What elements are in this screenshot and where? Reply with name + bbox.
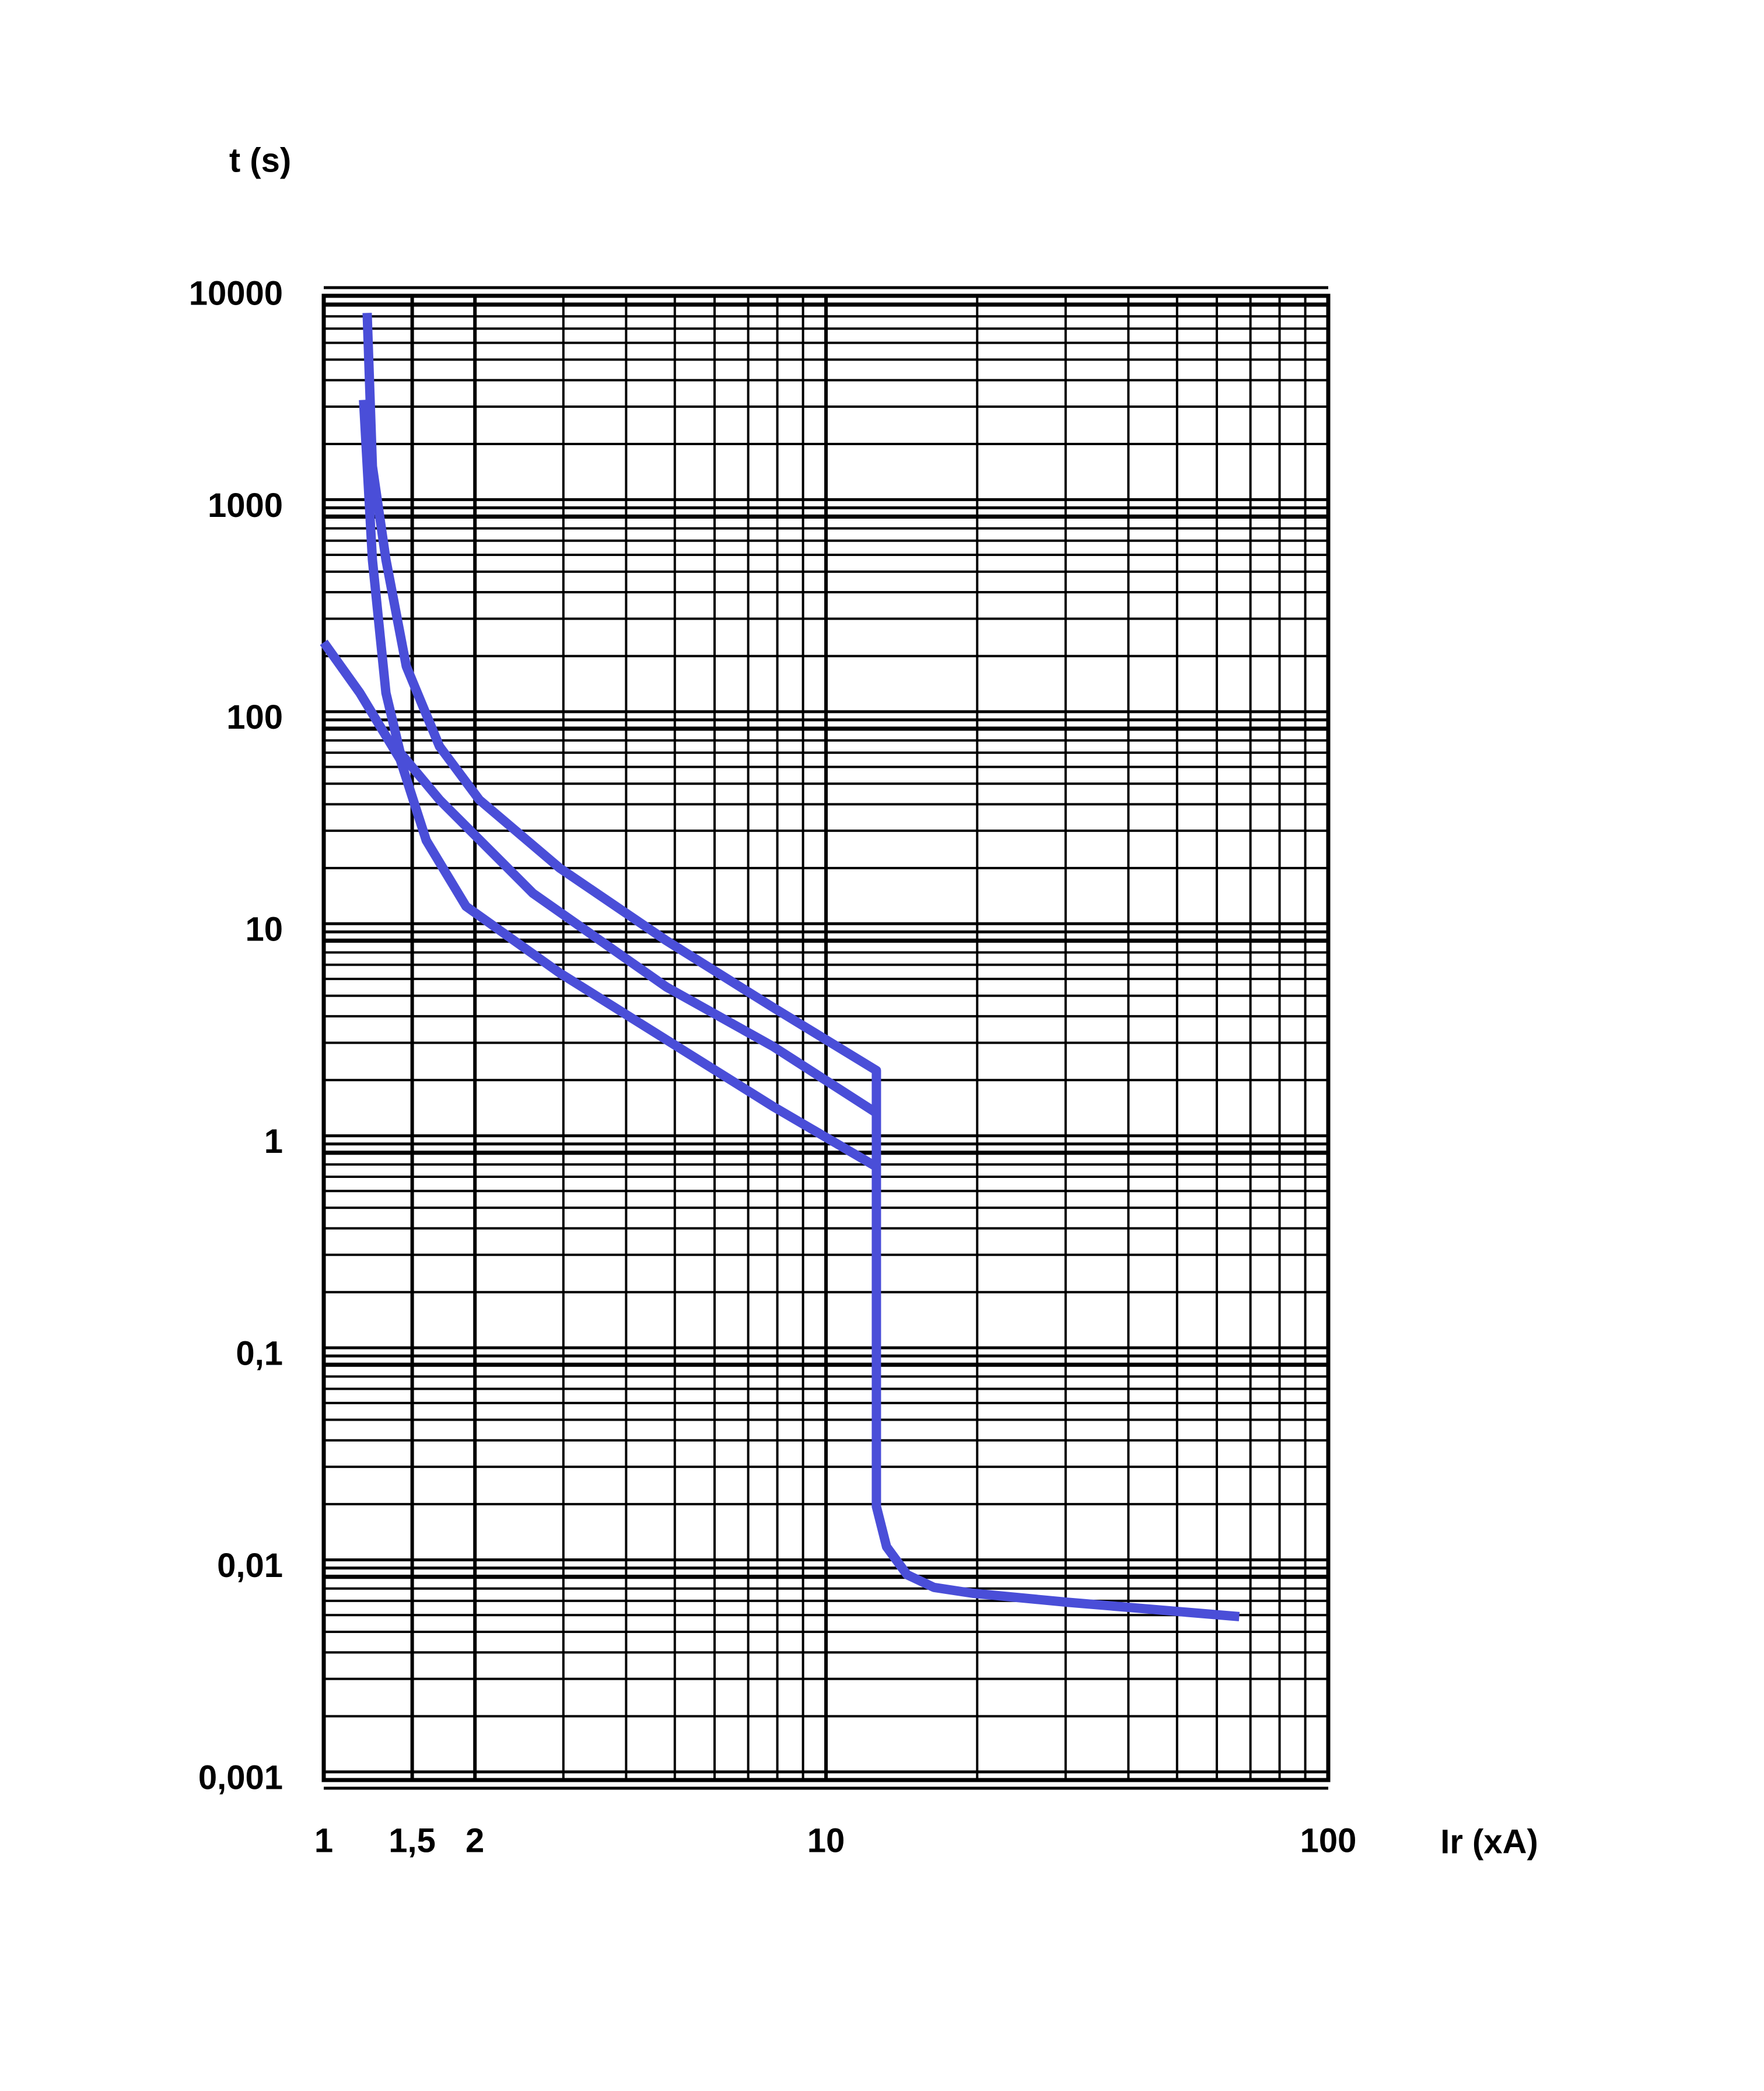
x-tick-label: 100: [1300, 1821, 1357, 1859]
x-tick-label: 10: [807, 1821, 845, 1859]
x-tick-label: 2: [466, 1821, 484, 1859]
y-tick-label: 1: [264, 1123, 283, 1160]
y-tick-label: 100: [226, 698, 283, 736]
curve: [320, 639, 879, 1171]
x-tick-label: 1: [314, 1821, 333, 1859]
x-tick-label: 1,5: [388, 1821, 436, 1859]
curve: [362, 313, 1240, 1621]
curve: [359, 399, 879, 1117]
y-tick-label: 1000: [208, 487, 283, 525]
y-tick-label: 0,1: [236, 1334, 283, 1372]
x-axis-label: Ir (xA): [1440, 1823, 1538, 1861]
plot-frame: [321, 293, 1331, 1782]
y-tick-label: 10000: [189, 274, 283, 312]
y-tick-label: 0,001: [198, 1758, 283, 1796]
y-tick-label: 10: [245, 911, 283, 949]
y-tick-label: 0,01: [217, 1547, 283, 1585]
y-axis-label: t (s): [229, 141, 291, 179]
